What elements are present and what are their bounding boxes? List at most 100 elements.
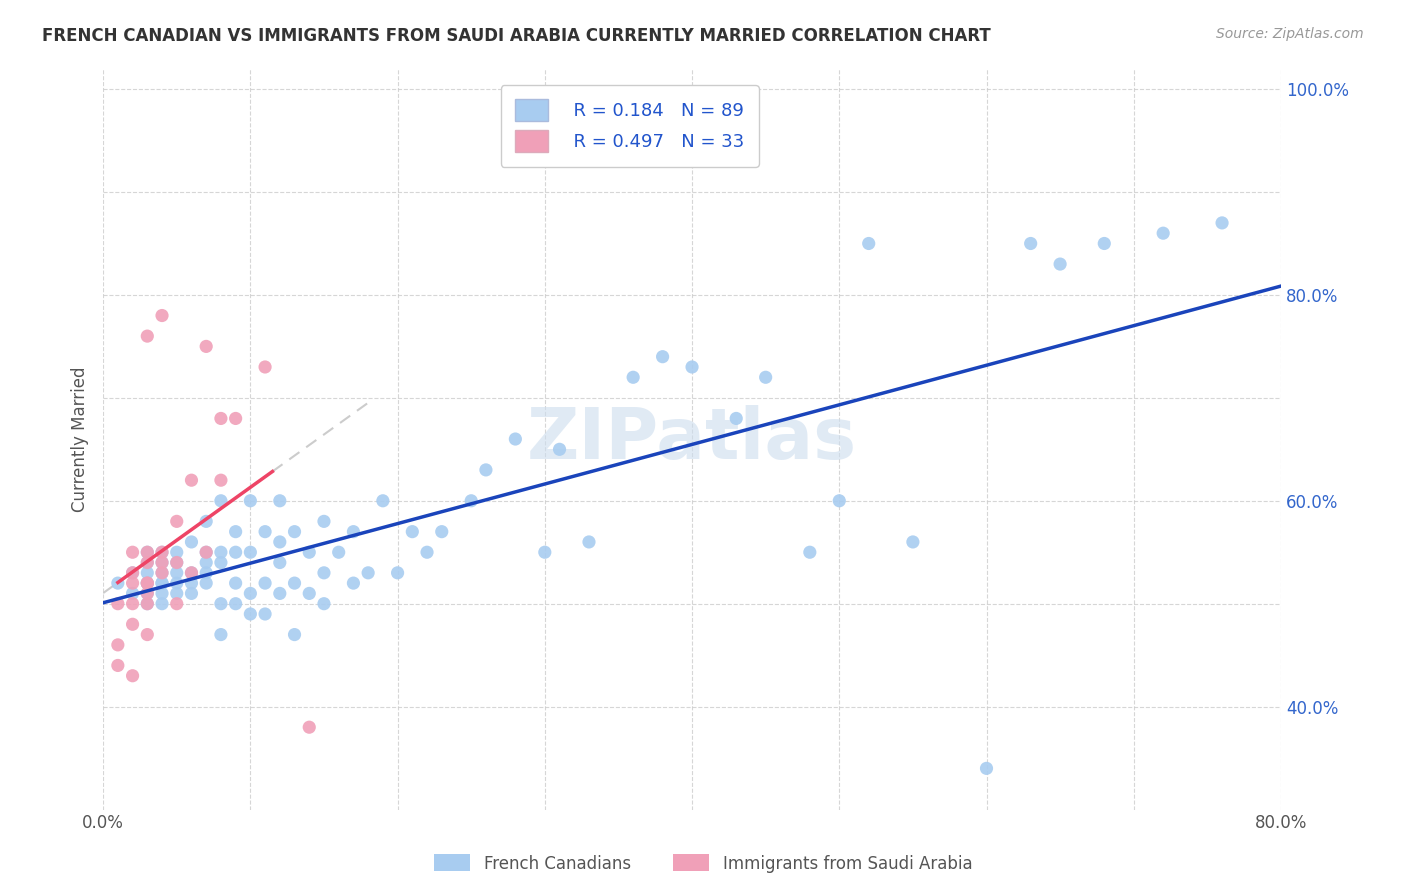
Point (548, 442, 571, 457)
Point (387, 566, 409, 580)
Point (681, 359, 703, 374)
Point (651, 350, 673, 364)
Point (166, 586, 188, 600)
Text: ZIPatlas: ZIPatlas (527, 405, 858, 474)
Point (195, 556, 218, 570)
Point (195, 545, 218, 559)
Point (121, 586, 143, 600)
Point (180, 576, 202, 591)
Point (225, 597, 247, 611)
Point (150, 556, 173, 570)
Point (225, 545, 247, 559)
Point (121, 566, 143, 580)
Point (254, 576, 277, 591)
Point (150, 545, 173, 559)
Point (195, 566, 218, 580)
Point (755, 370, 778, 384)
Point (901, 535, 924, 549)
Point (180, 473, 202, 487)
Point (166, 545, 188, 559)
Point (209, 597, 232, 611)
Point (121, 617, 143, 632)
Point (298, 586, 321, 600)
Point (150, 576, 173, 591)
Point (505, 432, 527, 446)
Point (166, 556, 188, 570)
Point (150, 566, 173, 580)
Legend:   R = 0.184   N = 89,   R = 0.497   N = 33: R = 0.184 N = 89, R = 0.497 N = 33 (501, 85, 759, 167)
Point (725, 411, 748, 425)
Point (136, 627, 159, 641)
Point (298, 720, 321, 734)
Point (107, 597, 129, 611)
Point (799, 545, 821, 559)
Point (107, 576, 129, 591)
Point (166, 556, 188, 570)
Point (209, 473, 232, 487)
Point (195, 339, 218, 353)
Point (136, 576, 159, 591)
Point (312, 566, 335, 580)
Point (195, 576, 218, 591)
Point (357, 566, 380, 580)
Point (430, 524, 453, 539)
Y-axis label: Currently Married: Currently Married (72, 367, 89, 512)
Point (121, 576, 143, 591)
Point (209, 627, 232, 641)
Point (225, 411, 247, 425)
Text: FRENCH CANADIAN VS IMMIGRANTS FROM SAUDI ARABIA CURRENTLY MARRIED CORRELATION CH: FRENCH CANADIAN VS IMMIGRANTS FROM SAUDI… (42, 27, 991, 45)
Text: Source: ZipAtlas.com: Source: ZipAtlas.com (1216, 27, 1364, 41)
Point (180, 535, 202, 549)
Point (121, 597, 143, 611)
Point (150, 576, 173, 591)
Point (342, 576, 364, 591)
Point (239, 493, 262, 508)
Point (371, 493, 394, 508)
Point (180, 586, 202, 600)
Point (209, 556, 232, 570)
Point (166, 514, 188, 528)
Point (460, 493, 482, 508)
Point (136, 545, 159, 559)
Point (150, 309, 173, 323)
Point (239, 586, 262, 600)
Point (828, 493, 851, 508)
Point (254, 524, 277, 539)
Point (136, 597, 159, 611)
Point (121, 669, 143, 683)
Point (416, 545, 439, 559)
Point (150, 597, 173, 611)
Point (254, 607, 277, 621)
Point (475, 463, 498, 477)
Point (578, 535, 600, 549)
Point (401, 524, 423, 539)
Point (180, 566, 202, 580)
Point (195, 514, 218, 528)
Point (269, 556, 291, 570)
Point (328, 545, 350, 559)
Point (136, 545, 159, 559)
Point (225, 524, 247, 539)
Point (136, 556, 159, 570)
Point (107, 658, 129, 673)
Point (166, 597, 188, 611)
Point (239, 545, 262, 559)
Point (209, 411, 232, 425)
Point (283, 627, 305, 641)
Point (136, 556, 159, 570)
Point (298, 545, 321, 559)
Point (312, 597, 335, 611)
Point (136, 329, 159, 343)
Point (136, 597, 159, 611)
Point (976, 761, 998, 775)
Point (136, 576, 159, 591)
Point (150, 556, 173, 570)
Point (621, 370, 644, 384)
Point (225, 576, 247, 591)
Point (209, 493, 232, 508)
Point (269, 493, 291, 508)
Point (150, 566, 173, 580)
Point (312, 514, 335, 528)
Point (136, 586, 159, 600)
Point (254, 359, 277, 374)
